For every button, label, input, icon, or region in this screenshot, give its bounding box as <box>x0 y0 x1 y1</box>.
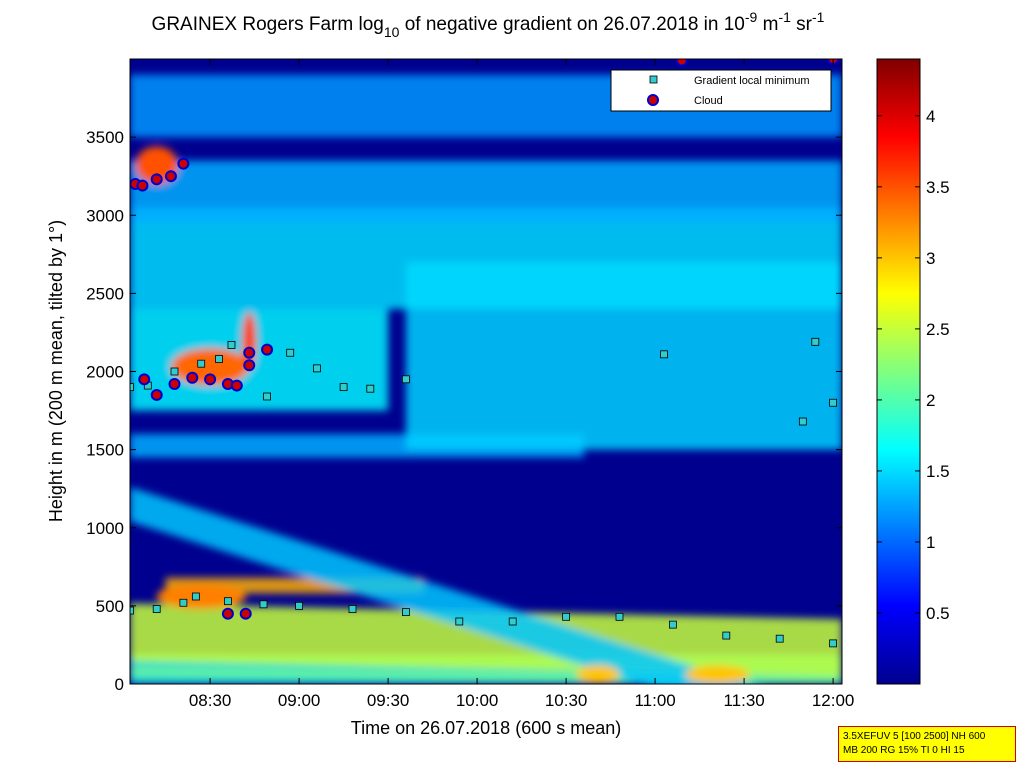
x-axis: 08:30 09:00 09:30 10:00 10:30 11:00 11:30 12:00 <box>189 59 855 710</box>
heatmap-band <box>130 160 842 224</box>
heatmap-layers <box>130 74 842 684</box>
x-tick-label: 09:00 <box>278 691 321 710</box>
gradient-minimum-point <box>259 600 268 609</box>
colorbar-tick-label: 3 <box>926 249 935 268</box>
gradient-minimum-point <box>215 355 223 363</box>
legend: Gradient local minimum Cloud <box>610 69 832 112</box>
cloud-point <box>150 173 163 186</box>
y-tick-label: 2000 <box>86 363 124 382</box>
gradient-minimum-point <box>223 597 232 606</box>
cloud-point <box>138 373 151 386</box>
cloud-point <box>186 371 199 384</box>
info-line-2: MB 200 RG 15% TI 0 HI 15 <box>843 745 965 756</box>
legend-label-cloud: Cloud <box>694 95 723 107</box>
colorbar-tick-label: 2 <box>926 391 935 410</box>
legend-square-marker <box>649 75 658 84</box>
gradient-minimum-point <box>829 639 837 648</box>
colorbar-tick-label: 3.5 <box>926 178 950 197</box>
y-tick-label: 2500 <box>86 284 124 303</box>
y-axis: 0 500 1000 1500 2000 2500 3000 3500 <box>86 128 842 694</box>
gradient-minimum-point <box>401 608 410 617</box>
y-tick-label: 3500 <box>86 128 124 147</box>
legend-circle-marker <box>647 94 659 106</box>
marker-layer <box>130 59 840 648</box>
gradient-minimum-point <box>660 350 668 359</box>
gradient-minimum-point <box>339 383 348 392</box>
colorbar <box>876 58 921 685</box>
gradient-minimum-point <box>401 375 410 384</box>
colorbar-tick-label: 4 <box>926 107 935 126</box>
cloud-point <box>261 343 274 356</box>
cloud-point <box>243 359 256 372</box>
legend-label-gradient-minimum: Gradient local minimum <box>694 75 810 87</box>
gradient-minimum-point <box>191 592 200 601</box>
colorbar-ticks: 0.5 1 1.5 2 2.5 3 3.5 4 <box>877 107 950 623</box>
gradient-minimum-point <box>348 605 357 613</box>
gradient-minimum-point <box>669 620 677 629</box>
gradient-minimum-point <box>508 617 517 626</box>
cloud-point <box>221 607 234 620</box>
heatmap-band <box>130 207 842 309</box>
info-line-1: 3.5XEFUV 5 [100 2500] NH 600 <box>843 731 986 742</box>
x-tick-label: 10:00 <box>456 691 499 710</box>
x-tick-label: 08:30 <box>189 691 232 710</box>
gradient-minimum-point <box>263 392 271 401</box>
y-tick-label: 1500 <box>86 441 124 460</box>
cloud-point <box>150 388 163 401</box>
gradient-minimum-point <box>798 417 807 426</box>
gradient-minimum-point <box>811 337 820 346</box>
gradient-minimum-point <box>775 634 784 643</box>
cloud-point <box>136 179 149 192</box>
colorbar-tick-label: 1.5 <box>926 462 950 481</box>
gradient-minimum-point <box>286 348 295 357</box>
colorbar-tick-label: 2.5 <box>926 320 950 339</box>
x-axis-label: Time on 26.07.2018 (600 s mean) <box>351 718 622 738</box>
cloud-point <box>177 157 190 170</box>
cloud-point <box>239 607 252 620</box>
gradient-minimum-point <box>197 359 206 368</box>
settings-info-box: 3.5XEFUV 5 [100 2500] NH 600 MB 200 RG 1… <box>838 726 1016 762</box>
gradient-minimum-point <box>562 612 570 621</box>
colorbar-tick-label: 0.5 <box>926 604 950 623</box>
colorbar-tick-label: 1 <box>926 533 935 552</box>
gradient-minimum-point <box>295 601 304 610</box>
gradient-minimum-point <box>455 617 464 626</box>
y-axis-label: Height in m (200 m mean, tilted by 1°) <box>46 220 66 522</box>
gradient-minimum-point <box>722 631 731 640</box>
cloud-point <box>204 373 217 386</box>
gradient-minimum-point <box>179 598 188 607</box>
y-tick-label: 500 <box>96 597 124 616</box>
gradient-minimum-point <box>829 398 837 407</box>
y-tick-label: 0 <box>115 675 124 694</box>
cloud-point <box>230 379 243 392</box>
heatmap-hotspot <box>685 665 750 684</box>
gradient-minimum-point <box>366 384 375 393</box>
y-tick-label: 3000 <box>86 206 124 225</box>
heatmap-hotspot <box>156 584 246 609</box>
legend-box <box>610 69 832 112</box>
x-tick-label: 11:30 <box>723 691 764 710</box>
x-tick-label: 11:00 <box>634 691 675 710</box>
gradient-minimum-point <box>227 341 236 349</box>
cloud-point <box>243 346 256 359</box>
cloud-point <box>675 59 688 67</box>
gradient-minimum-point <box>312 364 321 373</box>
gradient-minimum-point <box>615 612 624 621</box>
chart-title: GRAINEX Rogers Farm log10 of negative gr… <box>152 9 825 40</box>
gradient-minimum-point <box>130 383 134 392</box>
x-tick-label: 10:30 <box>545 691 588 710</box>
heatmap-band <box>130 309 389 411</box>
heatmap-band <box>130 487 749 684</box>
x-tick-label: 09:30 <box>367 691 410 710</box>
cloud-point <box>168 378 181 390</box>
cloud-point <box>164 170 177 183</box>
gradient-minimum-point <box>170 367 179 376</box>
x-tick-label: 12:00 <box>812 691 855 710</box>
gradient-minimum-point <box>130 606 134 615</box>
y-tick-label: 1000 <box>86 519 124 538</box>
gradient-minimum-point <box>152 605 161 613</box>
heatmap-hotspot <box>576 665 620 684</box>
